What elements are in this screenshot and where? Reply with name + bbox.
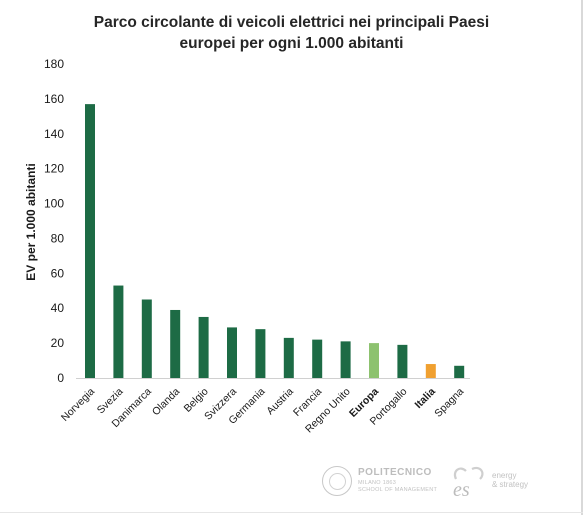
bar-spagna — [454, 365, 465, 378]
bar-norvegia — [85, 104, 95, 378]
bar-italia — [425, 364, 436, 378]
energy-strategy-line-1: energy — [492, 471, 517, 480]
energy-strategy-logo-icon: es — [453, 466, 484, 499]
politecnico-logo-line-2: SCHOOL OF MANAGEMENT — [358, 487, 438, 493]
chart-title-line-2: europei per ogni 1.000 abitanti — [179, 35, 404, 52]
bar-germania — [255, 329, 266, 378]
bar-austria — [283, 337, 294, 378]
y-tick-label: 20 — [51, 336, 65, 350]
bar-svizzera — [227, 327, 237, 378]
bar-olanda — [170, 309, 181, 378]
bar-danimarca — [141, 299, 152, 378]
politecnico-logo-name: POLITECNICO — [358, 467, 432, 478]
bar-belgio — [198, 316, 209, 378]
energy-strategy-logo-text: energy & strategy — [492, 471, 528, 489]
y-tick-label: 100 — [44, 197, 64, 211]
y-tick-label: 120 — [44, 162, 64, 176]
frame-right-border — [581, 0, 583, 515]
y-tick-label: 160 — [44, 92, 64, 106]
energy-strategy-logo-mark: es — [453, 479, 470, 499]
footer-logos: POLITECNICO MILANO 1863 SCHOOL OF MANAGE… — [322, 463, 552, 503]
x-tick-label: Olanda — [150, 386, 183, 419]
bar-europa — [369, 343, 379, 378]
y-tick-label: 0 — [57, 371, 64, 385]
y-tick-label: 180 — [44, 57, 64, 71]
chart-title-line-1: Parco circolante di veicoli elettrici ne… — [93, 14, 490, 31]
x-tick-label: Austria — [264, 386, 296, 418]
frame-bottom-border — [0, 512, 583, 513]
x-tick-label: Italia — [413, 386, 439, 412]
y-tick-label: 60 — [51, 266, 65, 280]
bar-regno-unito — [340, 341, 351, 378]
chart-title: Parco circolante di veicoli elettrici ne… — [40, 12, 543, 54]
bar-svezia — [113, 285, 124, 378]
politecnico-logo-line-1: MILANO 1863 — [358, 480, 397, 486]
y-tick-label: 40 — [51, 301, 65, 315]
politecnico-seal-logo — [322, 466, 352, 496]
bar-francia — [312, 339, 323, 378]
y-tick-label: 140 — [44, 127, 64, 141]
y-tick-label: 80 — [51, 231, 65, 245]
bar-portogallo — [397, 344, 408, 378]
energy-strategy-line-2: & strategy — [492, 480, 529, 489]
x-tick-label: Spagna — [432, 386, 466, 420]
x-tick-label: Norvegia — [59, 386, 97, 424]
politecnico-logo-subtitle: MILANO 1863 SCHOOL OF MANAGEMENT — [358, 480, 437, 494]
